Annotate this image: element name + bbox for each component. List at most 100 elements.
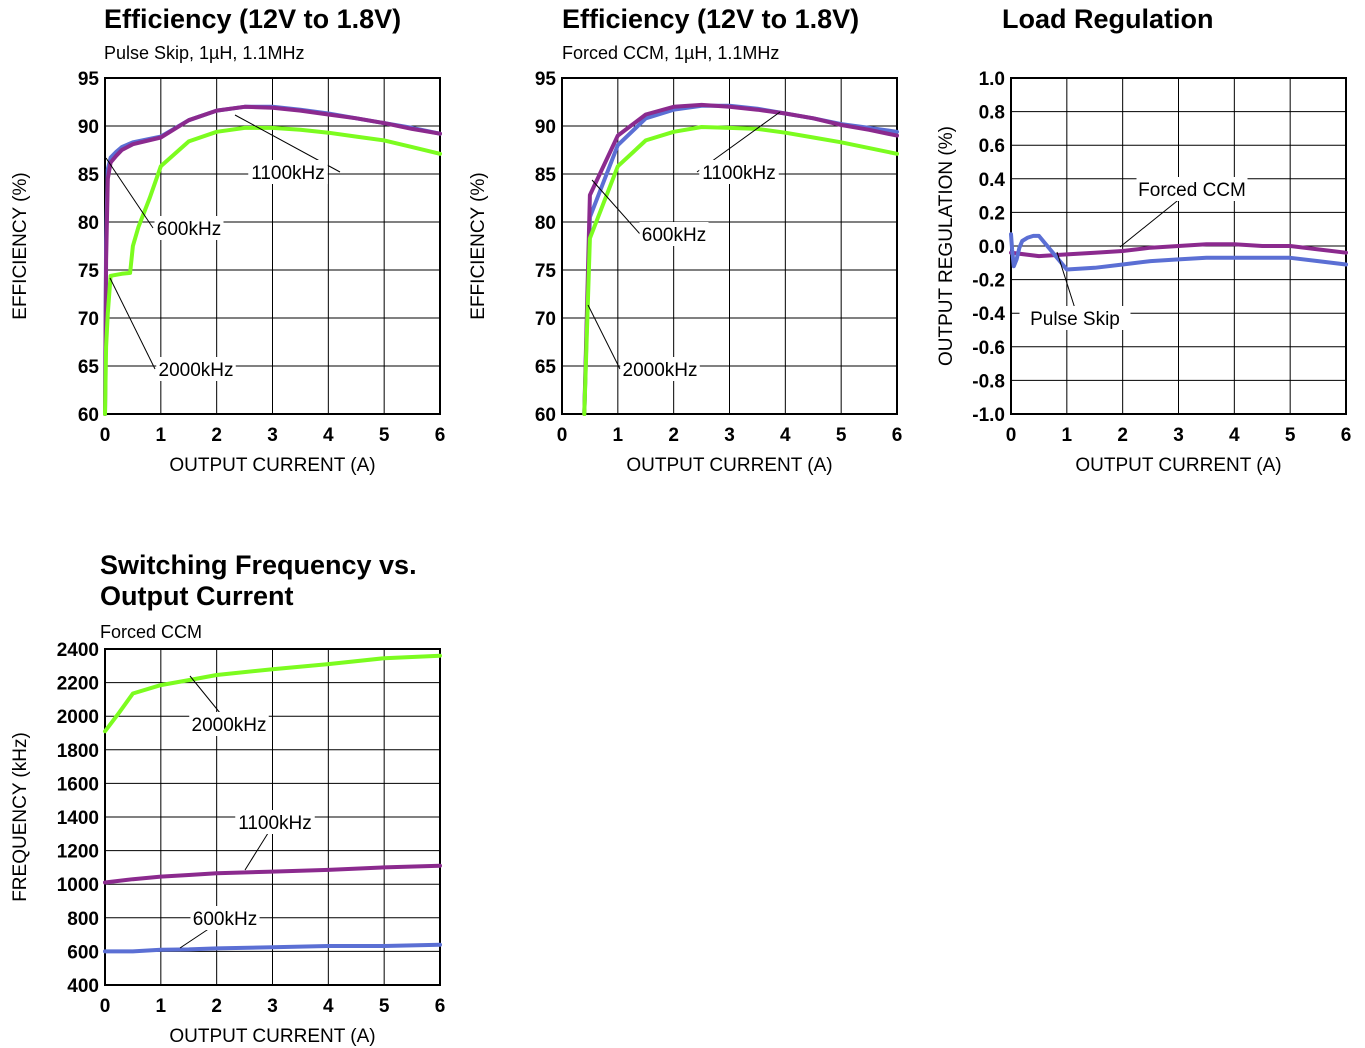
series-line-forced-ccm [1009,242,1348,259]
y-axis-label: OUTPUT REGULATION (%) [936,126,957,366]
series-line-2000khz [103,653,442,734]
y-tick-label: 600 [67,942,99,963]
y-tick-label: 65 [78,357,100,378]
x-tick-label: 3 [267,425,278,446]
x-tick-label: 1 [156,996,167,1017]
annotation-bg [154,216,224,240]
y-tick-label: 65 [535,357,557,378]
chart-title: Efficiency (12V to 1.8V) [104,4,402,34]
annotation-label: 1100kHz [702,163,776,184]
y-tick-label: 400 [67,976,99,997]
y-tick-label: 1.0 [979,69,1005,90]
chart-1: 0 1 2 3 4 5 6 60 65 70 75 80 85 90 95 OUTPUT CURRENT (A… [10,69,445,476]
y-tick-label: 60 [78,405,99,426]
y-tick-label: -0.8 [972,371,1005,392]
y-tick-label: 0.2 [979,203,1005,224]
y-tick-label: 90 [535,117,556,138]
y-axis-label: EFFICIENCY (%) [10,172,31,319]
annotation-leader [591,179,641,235]
annotation-label: 1100kHz [251,163,325,184]
y-tick-label: 0.0 [979,237,1005,258]
x-tick-label: 1 [613,425,624,446]
series-line-1100khz [103,863,442,885]
y-tick-label: 60 [535,405,556,426]
y-tick-label: 2400 [57,640,99,661]
annotation-label: 1100kHz [238,813,312,834]
x-tick-label: 0 [100,425,111,446]
chart-subtitle: Forced CCM, 1µH, 1.1MHz [562,43,780,63]
y-tick-label: 85 [78,165,100,186]
chart-title: Efficiency (12V to 1.8V) [562,4,860,34]
annotation-leader [587,304,621,370]
annotation-leader [109,277,156,370]
x-tick-label: 5 [379,996,390,1017]
x-tick-label: 6 [435,996,446,1017]
y-tick-label: 85 [535,165,557,186]
y-tick-label: 1400 [57,808,99,829]
x-tick-label: 4 [323,996,334,1017]
annotation-label: Forced CCM [1138,180,1246,201]
annotation-bg [156,357,236,381]
chart-title: Load Regulation [1002,4,1214,34]
y-tick-label: 0.8 [979,103,1005,124]
chart-subtitle: Pulse Skip, 1µH, 1.1MHz [104,43,305,63]
x-tick-label: 6 [435,425,446,446]
chart-2: 0 1 2 3 4 5 6 60 65 70 75 80 85 90 95 OUTPUT CURRENT (A… [468,69,902,476]
y-axis-label: EFFICIENCY (%) [468,172,489,319]
x-tick-label: 2 [1117,425,1128,446]
y-tick-label: 90 [78,117,99,138]
y-tick-label: 95 [535,69,557,90]
x-tick-label: 3 [267,996,278,1017]
x-tick-label: 6 [892,425,903,446]
series-line-1100khz [582,102,899,416]
x-axis-label: OUTPUT CURRENT (A) [169,1026,375,1047]
annotation-label: 2000kHz [623,360,698,381]
x-axis-label: OUTPUT CURRENT (A) [1075,455,1281,476]
x-tick-label: 5 [836,425,847,446]
series-line-600khz [103,942,442,954]
y-tick-label: 0.4 [979,170,1006,191]
annotation-label: 600kHz [642,225,706,246]
annotation-bg [190,906,260,930]
plot-frame [104,648,441,986]
y-tick-label: 70 [78,309,99,330]
x-tick-label: 2 [211,996,222,1017]
y-tick-label: 1000 [57,875,99,896]
chart-subtitle: Forced CCM [100,622,203,642]
annotation-label: 2000kHz [192,715,267,736]
y-tick-label: 95 [78,69,100,90]
annotation-leader [105,157,154,229]
annotation-label: 600kHz [193,909,257,930]
y-tick-label: -0.6 [972,338,1005,359]
y-tick-label: 80 [78,213,99,234]
x-tick-label: 2 [211,425,222,446]
x-tick-label: 4 [323,425,334,446]
annotation-bg [248,160,328,184]
series-line-pulse-skip [1009,232,1348,272]
x-axis-label: OUTPUT CURRENT (A) [626,455,832,476]
y-tick-label: 2000 [57,707,99,728]
x-tick-label: 5 [1285,425,1296,446]
annotation-bg [1136,177,1248,201]
y-tick-label: -0.2 [972,271,1005,292]
x-tick-label: 0 [1006,425,1017,446]
x-tick-label: 3 [1173,425,1184,446]
annotation-label: 2000kHz [159,360,234,381]
x-tick-label: 4 [780,425,791,446]
y-tick-label: 800 [67,909,99,930]
y-tick-label: -0.4 [972,304,1005,325]
annotation-label: 600kHz [157,219,221,240]
y-tick-label: 75 [78,261,100,282]
y-tick-label: 75 [535,261,557,282]
annotation-label: Pulse Skip [1030,309,1120,330]
y-tick-label: 0.6 [979,136,1005,157]
y-tick-label: 80 [535,213,556,234]
x-tick-label: 1 [156,425,167,446]
x-tick-label: 6 [1341,425,1352,446]
y-tick-label: -1.0 [972,405,1005,426]
x-axis-label: OUTPUT CURRENT (A) [169,455,375,476]
chart-3: 0 1 2 3 4 5 6 -1.0 -0.8 -0.6 -0.4 -0.2 0.0 0.2 0.4 0.6 0… [936,69,1351,476]
y-axis-label: FREQUENCY (kHz) [10,732,31,902]
annotation-bg [639,222,709,246]
